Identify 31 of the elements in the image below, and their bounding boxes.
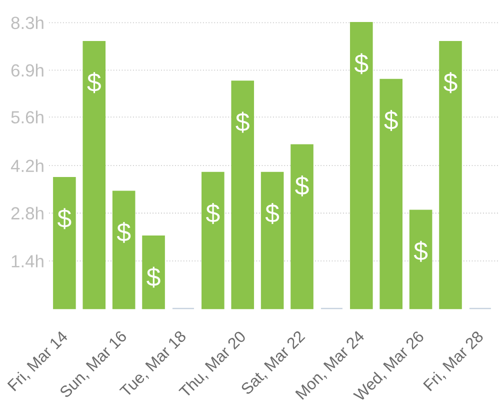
data-label: $ [146,266,160,288]
data-label: $ [384,110,398,131]
y-tick-label: 6.9h [11,64,44,77]
bar [231,80,254,310]
data-label: $ [354,53,368,74]
data-label: $ [206,203,220,224]
x-tick-label: Fri, Mar 28 [423,332,483,392]
y-tick-label: 5.6h [11,110,44,124]
data-label: $ [414,240,428,262]
y-tick-label: 8.3h [11,16,44,30]
bar [439,40,462,310]
bar [82,40,106,310]
bar [260,172,284,310]
data-label: $ [444,72,458,94]
bar [380,78,402,310]
bar [112,190,136,310]
bar [202,172,224,310]
bar [350,22,373,310]
data-label: $ [87,72,101,94]
y-tick-label: 4.2h [10,159,44,172]
data-label: $ [116,222,131,243]
data-label: $ [58,208,72,230]
data-label: $ [295,175,309,196]
bar [53,177,76,310]
data-label: $ [265,203,280,224]
bar [409,210,432,310]
data-label: $ [236,112,250,133]
bar [290,144,314,310]
bar [142,236,165,310]
y-tick-label: 1.4h [12,254,44,268]
y-tick-label: 2.8h [11,206,44,220]
